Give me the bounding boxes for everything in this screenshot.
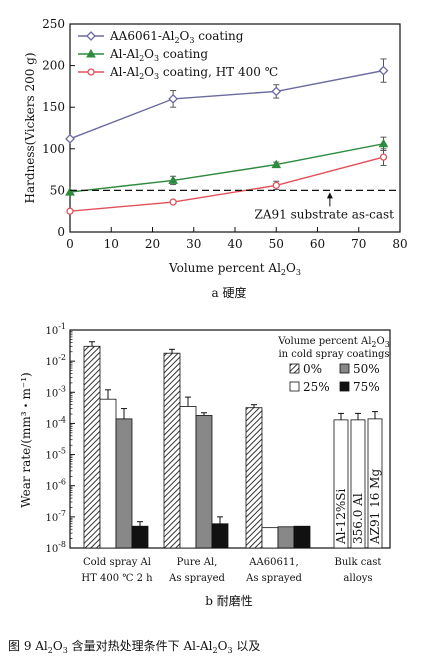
series-line-1 (69, 143, 384, 193)
bar-25%-1 (179, 406, 197, 549)
data-point (378, 138, 389, 148)
legend-title-1: Volume percent Al2O3 (277, 336, 390, 349)
x-axis-label-a: Volume percent Al2O3 (168, 261, 301, 277)
hardness-chart: 0 50 100 150 200 250 0 10 20 30 40 50 60 70 80 ZA91 s… (23, 17, 408, 300)
data-point (168, 175, 178, 184)
wear-rate-chart: 10-8 10-7 10-6 10-5 10-4 10-3 10-2 10-1 Al-12%S… (8, 322, 391, 655)
bar-25%-2 (261, 527, 279, 549)
category-label-line2: HT 400 ℃ 2 h (81, 573, 153, 584)
legend-swatch-0 (289, 363, 300, 374)
y-tick-label-b: 10-2 (45, 353, 66, 368)
y-axis-label-b: Wear rate/(mm³・m⁻¹) (19, 372, 33, 507)
data-point (86, 31, 96, 41)
category-label-line2: As sprayed (245, 573, 302, 584)
data-point (378, 65, 389, 76)
bar-75%-0 (131, 525, 149, 549)
y-tick-label-b: 10-1 (45, 322, 66, 337)
bar-75%-2 (293, 525, 311, 549)
caption-a: a 硬度 (212, 285, 247, 300)
x-tick-label-a: 50 (269, 237, 284, 251)
legend-label-0: AA6061-Al2O3 coating (109, 29, 244, 45)
reference-label: ZA91 substrate as-cast (255, 207, 395, 221)
y-tick-label-a: 150 (42, 100, 65, 114)
category-label-line2: alloys (343, 573, 372, 584)
bulk-bar-1 (350, 419, 366, 549)
bulk-label-2: AZ91 16 Mg (368, 469, 382, 545)
y-tick-label-b: 10-8 (45, 540, 66, 555)
bar-50%-0 (115, 418, 133, 549)
y-tick-label-a: 50 (50, 183, 65, 197)
bulk-label-0: Al-12%Si (334, 489, 348, 545)
data-point (65, 133, 75, 144)
legend-title-2: in cold spray coatings (278, 349, 389, 360)
x-tick-label-a: 0 (66, 237, 74, 251)
legend-label-b-3: 75% (353, 380, 380, 394)
bar-0%-2 (245, 407, 263, 549)
legend-swatch-1 (289, 381, 300, 392)
data-point (65, 187, 75, 196)
bar-50%-2 (277, 526, 295, 549)
data-point (169, 198, 177, 206)
category-label-line1: Pure Al, (177, 557, 218, 568)
y-tick-label-b: 10-3 (45, 384, 66, 399)
legend-label-b-0: 0% (303, 362, 322, 376)
legend-label-1: Al-Al2O3 coating (109, 47, 208, 63)
y-tick-label-b: 10-6 (45, 478, 66, 493)
x-tick-label-a: 80 (392, 237, 407, 251)
data-point (87, 68, 95, 76)
y-tick-label-a: 250 (42, 17, 65, 31)
data-point (168, 93, 179, 104)
series-line-2 (69, 156, 384, 212)
legend-label-b-1: 25% (303, 380, 330, 394)
x-tick-label-a: 70 (351, 237, 366, 251)
x-tick-label-a: 40 (227, 237, 242, 251)
x-tick-label-a: 20 (145, 237, 160, 251)
bar-0%-1 (163, 352, 181, 549)
category-label-line1: Bulk cast (335, 557, 382, 568)
x-tick-label-a: 10 (104, 237, 119, 251)
x-tick-label-a: 60 (310, 237, 325, 251)
series-line-0 (69, 69, 384, 140)
legend-label-b-2: 50% (353, 362, 380, 376)
data-point (66, 207, 74, 215)
category-label-line1: AA60611, (248, 557, 298, 568)
x-tick-label-a: 30 (186, 237, 201, 251)
figure-caption: 图 9 Al2O3 含量对热处理条件下 Al-Al2O3 以及 (8, 638, 260, 655)
y-tick-label-b: 10-4 (45, 415, 66, 430)
data-point (379, 153, 388, 161)
bar-75%-1 (211, 523, 229, 549)
bar-50%-1 (195, 415, 213, 549)
bar-0%-0 (83, 345, 101, 549)
bulk-label-1: 356.0 Al (351, 493, 365, 544)
bulk-bar-0 (333, 419, 349, 549)
data-point (271, 86, 282, 97)
reference-arrow-head (326, 192, 333, 199)
caption-b: b 耐磨性 (205, 594, 253, 608)
legend-swatch-2 (339, 363, 350, 374)
y-tick-label-b: 10-5 (45, 447, 66, 462)
y-tick-label-a: 100 (42, 142, 65, 156)
category-label-line1: Cold spray Al (83, 557, 151, 568)
y-axis-label-a: Hardness(Vickers 200 g) (23, 52, 37, 203)
data-point (86, 48, 96, 58)
data-point (272, 181, 280, 190)
category-label-line2: As sprayed (168, 573, 225, 584)
legend-swatch-3 (339, 381, 350, 392)
y-tick-label-a: 0 (57, 225, 65, 239)
bar-25%-0 (99, 398, 117, 549)
y-tick-label-a: 200 (42, 59, 65, 73)
plot-frame-b (69, 329, 391, 549)
data-point (271, 159, 282, 169)
legend-label-2: Al-Al2O3 coating, HT 400 ℃ (109, 65, 278, 81)
y-tick-label-b: 10-7 (45, 509, 66, 524)
